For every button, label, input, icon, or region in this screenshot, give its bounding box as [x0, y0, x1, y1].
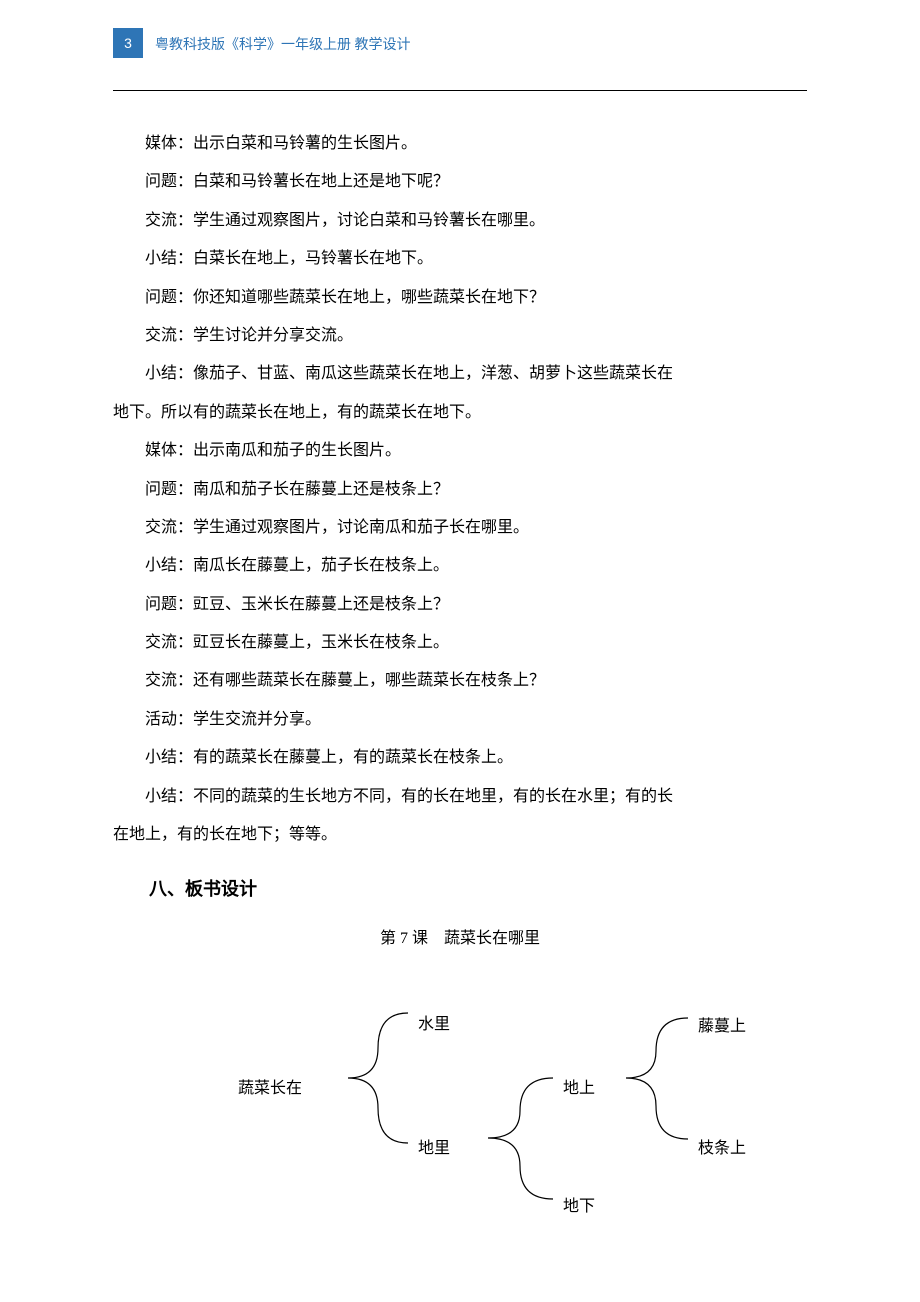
- board-title: 第 7 课 蔬菜长在哪里: [113, 920, 807, 958]
- section-heading: 八、板书设计: [113, 868, 807, 911]
- paragraph: 小结：有的蔬菜长在藤蔓上，有的蔬菜长在枝条上。: [113, 739, 807, 777]
- diagram-node: 地下: [563, 1188, 595, 1226]
- diagram-root: 蔬菜长在: [238, 1070, 302, 1108]
- paragraph: 交流：还有哪些蔬菜长在藤蔓上，哪些蔬菜长在枝条上？: [113, 662, 807, 700]
- tree-diagram: 蔬菜长在 水里 地里 地上 地下 藤蔓上 枝条上: [113, 988, 807, 1228]
- paragraph: 问题：南瓜和茄子长在藤蔓上还是枝条上？: [113, 471, 807, 509]
- paragraph: 交流：学生通过观察图片，讨论白菜和马铃薯长在哪里。: [113, 202, 807, 240]
- paragraph: 问题：豇豆、玉米长在藤蔓上还是枝条上？: [113, 586, 807, 624]
- paragraph: 交流：学生通过观察图片，讨论南瓜和茄子长在哪里。: [113, 509, 807, 547]
- diagram-node: 藤蔓上: [698, 1008, 746, 1046]
- paragraph: 交流：学生讨论并分享交流。: [113, 317, 807, 355]
- paragraph: 媒体：出示白菜和马铃薯的生长图片。: [113, 125, 807, 163]
- diagram-node: 地里: [418, 1130, 450, 1168]
- diagram-node: 水里: [418, 1006, 450, 1044]
- bracket-icon: [608, 1006, 693, 1151]
- bracket-icon: [328, 1003, 413, 1153]
- header-divider: [113, 90, 807, 91]
- paragraph: 交流：豇豆长在藤蔓上，玉米长在枝条上。: [113, 624, 807, 662]
- paragraph: 问题：白菜和马铃薯长在地上还是地下呢？: [113, 163, 807, 201]
- paragraph: 媒体：出示南瓜和茄子的生长图片。: [113, 432, 807, 470]
- paragraph: 问题：你还知道哪些蔬菜长在地上，哪些蔬菜长在地下？: [113, 279, 807, 317]
- paragraph: 小结：像茄子、甘蓝、南瓜这些蔬菜长在地上，洋葱、胡萝卜这些蔬菜长在: [113, 355, 807, 393]
- paragraph: 活动：学生交流并分享。: [113, 701, 807, 739]
- bracket-icon: [468, 1066, 558, 1211]
- header-title: 粤教科技版《科学》一年级上册 教学设计: [155, 34, 411, 54]
- page-number: 3: [113, 28, 143, 58]
- diagram-node: 地上: [563, 1070, 595, 1108]
- document-content: 媒体：出示白菜和马铃薯的生长图片。 问题：白菜和马铃薯长在地上还是地下呢？ 交流…: [113, 125, 807, 1228]
- paragraph: 地下。所以有的蔬菜长在地上，有的蔬菜长在地下。: [113, 394, 807, 432]
- diagram-node: 枝条上: [698, 1130, 746, 1168]
- paragraph: 小结：南瓜长在藤蔓上，茄子长在枝条上。: [113, 547, 807, 585]
- paragraph: 小结：不同的蔬菜的生长地方不同，有的长在地里，有的长在水里；有的长: [113, 778, 807, 816]
- paragraph: 小结：白菜长在地上，马铃薯长在地下。: [113, 240, 807, 278]
- paragraph: 在地上，有的长在地下；等等。: [113, 816, 807, 854]
